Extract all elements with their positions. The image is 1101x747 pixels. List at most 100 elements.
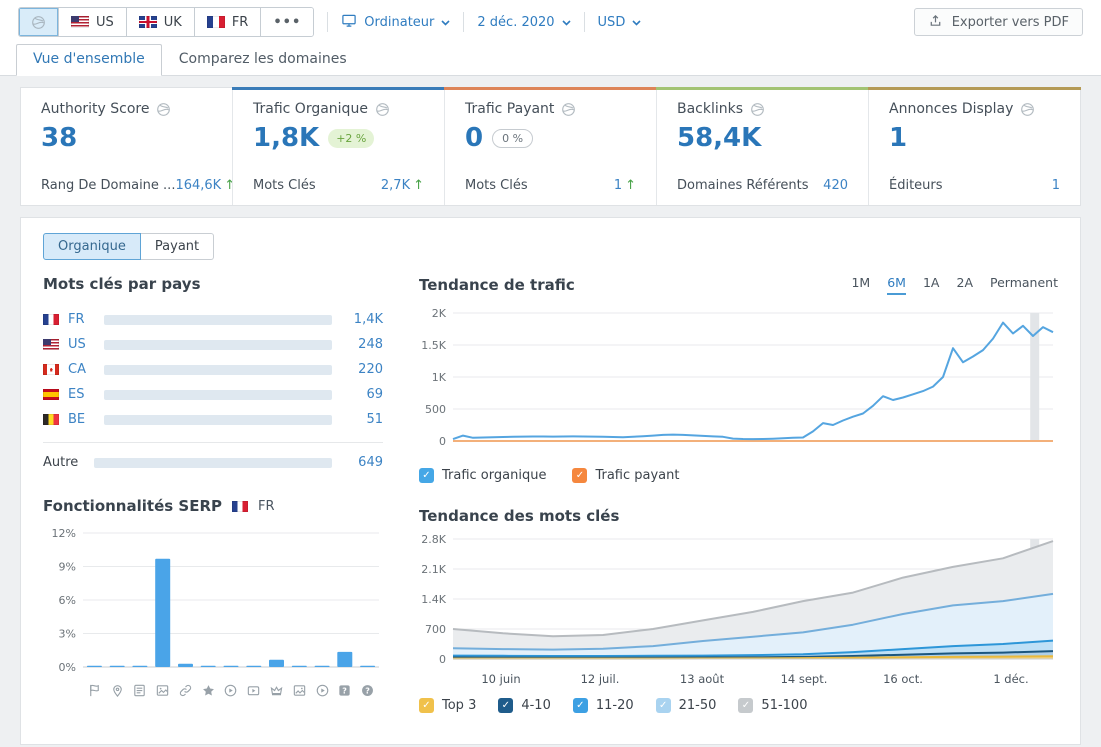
- serp-features-chart[interactable]: 0% 3% 6% 9% 12%: [43, 521, 383, 681]
- legend-item: ✓ 11-20: [572, 698, 634, 713]
- svg-text:1.4K: 1.4K: [421, 593, 446, 606]
- content: Authority Score 38 Rang De Domaine ... 1…: [0, 76, 1101, 745]
- svg-text:2.1K: 2.1K: [421, 563, 446, 576]
- legend-item: ✓ Top 3: [419, 698, 476, 713]
- globe-icon: [375, 102, 390, 117]
- svg-text:0%: 0%: [59, 661, 76, 674]
- legend-label: 11-20: [595, 698, 634, 713]
- region-more-button[interactable]: •••: [260, 8, 314, 36]
- svg-text:13 août: 13 août: [680, 672, 725, 686]
- traffic-trend-chart[interactable]: 0 500 1K 1.5K 2K: [419, 303, 1059, 455]
- legend-label: 4-10: [521, 698, 551, 713]
- date-dropdown[interactable]: 2 déc. 2020: [477, 15, 571, 30]
- reviews-icon: [197, 683, 220, 698]
- serp-section-title: Fonctionnalités SERP FR: [43, 497, 275, 515]
- card-metric-link[interactable]: 1: [1051, 178, 1060, 193]
- svg-text:12%: 12%: [52, 527, 76, 540]
- card-metric-label: Mots Clés: [465, 178, 528, 193]
- card-metric-link[interactable]: 1: [613, 178, 623, 193]
- card-metric-label: Domaines Référents: [677, 178, 809, 193]
- keywords-legend: ✓ Top 3 ✓ 4-10 ✓ 11-20 ✓ 21-50 ✓ 51-100: [419, 698, 1058, 713]
- legend-checkbox[interactable]: ✓: [738, 698, 754, 713]
- svg-text:700: 700: [425, 623, 446, 636]
- svg-text:14 sept.: 14 sept.: [781, 672, 828, 686]
- keywords-trend-chart[interactable]: 0 700 1.4K 2.1K 2.8K 10 juin 12 juil. 13 août 14…: [419, 531, 1059, 693]
- card-metric-link[interactable]: 2,7K: [380, 178, 411, 193]
- country-bar: [104, 339, 332, 350]
- legend-label: Top 3: [442, 698, 477, 713]
- page-tabs: Vue d'ensemble Comparez les domaines: [0, 44, 1101, 76]
- card-accent-bar: [868, 87, 1081, 90]
- svg-text:2K: 2K: [432, 307, 447, 320]
- tab-compare-domains[interactable]: Comparez les domaines: [162, 44, 364, 76]
- region-global-button[interactable]: [19, 8, 58, 36]
- share-badge: 0 %: [492, 128, 534, 148]
- legend-item: ✓ 21-50: [655, 698, 717, 713]
- toggle-paid-button[interactable]: Payant: [140, 233, 215, 260]
- card-metric-link[interactable]: 420: [823, 178, 848, 193]
- legend-checkbox[interactable]: ✓: [572, 468, 588, 483]
- featured-snippet-icon: [83, 683, 106, 698]
- svg-text:10 juin: 10 juin: [481, 672, 520, 686]
- time-range-selector: 1M 6M 1A 2A Permanent: [851, 275, 1058, 295]
- range-1a[interactable]: 1A: [922, 275, 940, 290]
- up-arrow-icon: ↑: [413, 178, 424, 193]
- country-bar: [104, 389, 332, 400]
- country-row: US 248: [43, 332, 383, 357]
- chevron-down-icon: [632, 20, 641, 26]
- chevron-down-icon: [441, 20, 450, 26]
- legend-label: 21-50: [678, 698, 717, 713]
- range-1m[interactable]: 1M: [851, 275, 871, 290]
- card-metric-label: Éditeurs: [889, 178, 943, 193]
- legend-label: Trafic payant: [595, 468, 680, 483]
- legend-label: Trafic organique: [442, 468, 547, 483]
- range-2a[interactable]: 2A: [956, 275, 974, 290]
- range-6m[interactable]: 6M: [887, 275, 906, 295]
- tab-overview[interactable]: Vue d'ensemble: [16, 44, 162, 76]
- region-label: FR: [231, 14, 249, 30]
- card-value: 1: [889, 123, 908, 153]
- country-label[interactable]: US: [68, 337, 86, 352]
- card-value: 1,8K: [253, 123, 320, 153]
- region-fr-button[interactable]: FR: [193, 8, 261, 36]
- export-pdf-button[interactable]: Exporter vers PDF: [913, 8, 1083, 36]
- legend-item: ✓ Trafic payant: [572, 468, 679, 483]
- country-row: Autre 649: [43, 450, 383, 475]
- keywords-by-country-list: FR 1,4K US 248 CA 220 ES 69 BE 51 Autre 649: [43, 307, 383, 475]
- card-metric-link[interactable]: 164,6K: [175, 178, 222, 193]
- region-us-button[interactable]: US: [58, 8, 126, 36]
- legend-item: ✓ 51-100: [738, 698, 807, 713]
- divider: [327, 12, 329, 32]
- topbar: US UK FR ••• Ordinateur 2 déc. 2020 USD …: [0, 0, 1101, 44]
- card-display-ads: Annonces Display 1 Éditeurs 1: [868, 87, 1081, 205]
- legend-checkbox[interactable]: ✓: [498, 698, 514, 713]
- country-value: 220: [358, 362, 383, 377]
- country-label[interactable]: ES: [68, 387, 85, 402]
- currency-dropdown[interactable]: USD: [598, 15, 642, 30]
- card-value: 0: [465, 123, 484, 153]
- legend-checkbox[interactable]: ✓: [419, 468, 434, 483]
- country-label[interactable]: BE: [68, 412, 86, 427]
- svg-text:16 oct.: 16 oct.: [883, 672, 923, 686]
- country-label[interactable]: FR: [68, 312, 85, 327]
- country-row: CA 220: [43, 357, 383, 382]
- top-stories-icon: [129, 683, 152, 698]
- divider: [43, 442, 383, 443]
- legend-checkbox[interactable]: ✓: [572, 698, 588, 713]
- svg-text:500: 500: [425, 403, 446, 416]
- right-column: Tendance de trafic 1M 6M 1A 2A Permanent 0 50…: [419, 275, 1058, 728]
- country-label[interactable]: CA: [68, 362, 86, 377]
- trend-badge: +2 %: [328, 128, 375, 148]
- range-permanent[interactable]: Permanent: [990, 275, 1058, 290]
- globe-icon: [561, 102, 576, 117]
- fr-flag-icon: [43, 314, 59, 325]
- legend-checkbox[interactable]: ✓: [419, 698, 434, 713]
- metric-cards-row: Authority Score 38 Rang De Domaine ... 1…: [20, 87, 1081, 206]
- toggle-organic-button[interactable]: Organique: [43, 233, 141, 260]
- country-value: 248: [358, 337, 383, 352]
- legend-checkbox[interactable]: ✓: [655, 698, 671, 713]
- region-uk-button[interactable]: UK: [125, 8, 194, 36]
- globe-icon: [750, 102, 765, 117]
- device-dropdown[interactable]: Ordinateur: [341, 13, 450, 32]
- country-row: FR 1,4K: [43, 307, 383, 332]
